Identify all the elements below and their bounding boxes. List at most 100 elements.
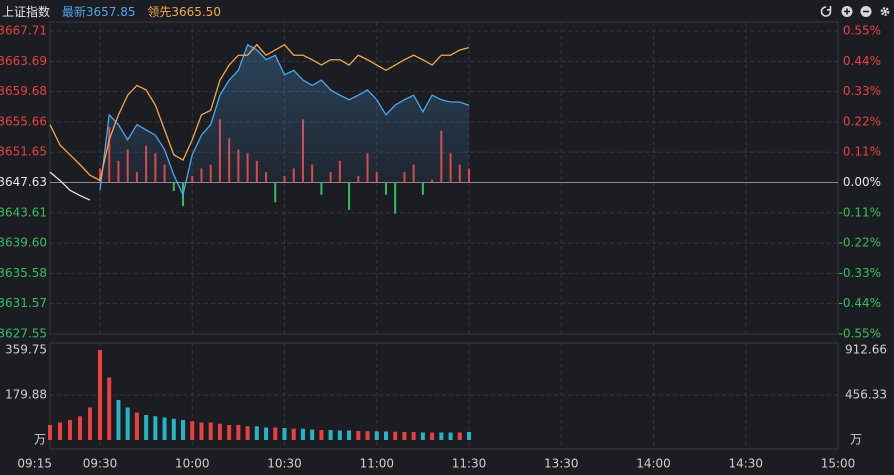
volume-bar bbox=[282, 427, 287, 440]
volume-bar bbox=[439, 432, 444, 440]
index-name: 上证指数 bbox=[2, 4, 50, 19]
volume-bar bbox=[356, 430, 361, 440]
volume-bar bbox=[457, 432, 462, 440]
volume-bar bbox=[162, 417, 167, 440]
volume-bar bbox=[337, 430, 342, 440]
volume-bar bbox=[181, 419, 186, 440]
x-tick-label: 09:15 bbox=[17, 457, 52, 471]
latest-value: 3657.85 bbox=[86, 5, 136, 19]
volume-bar bbox=[98, 350, 102, 440]
y-tick-label: 3643.61 bbox=[0, 205, 47, 219]
strength-bar bbox=[348, 182, 351, 210]
volume-bar bbox=[254, 426, 259, 440]
grid bbox=[50, 22, 838, 449]
volume-bar bbox=[171, 418, 176, 440]
y-tick-label: 3635.58 bbox=[0, 266, 47, 280]
x-tick-label: 10:30 bbox=[267, 457, 302, 471]
volume-bar bbox=[107, 377, 112, 440]
volume-y2-tick-label: 456.33 bbox=[845, 388, 887, 402]
volume-bar bbox=[328, 429, 333, 440]
volume-bar bbox=[402, 431, 407, 440]
y-tick-label: 3667.71 bbox=[0, 24, 47, 38]
volume-bar bbox=[467, 431, 471, 440]
zoom-in-icon[interactable] bbox=[841, 6, 853, 17]
y-tick-label: 3655.66 bbox=[0, 114, 47, 128]
volume-bar bbox=[58, 422, 62, 440]
x-tick-label: 13:30 bbox=[544, 457, 579, 471]
y-tick-label: 3651.65 bbox=[0, 145, 47, 159]
y2-tick-label: 0.22% bbox=[843, 114, 881, 128]
strength-bar bbox=[274, 182, 277, 203]
y2-tick-label: 0.55% bbox=[843, 24, 881, 38]
volume-bar bbox=[144, 414, 149, 440]
x-tick-label: 14:00 bbox=[636, 457, 671, 471]
toolbar bbox=[820, 6, 890, 17]
y-tick-label: 3639.60 bbox=[0, 236, 47, 250]
y2-tick-label: -0.55% bbox=[839, 327, 881, 341]
y2-tick-label: 0.00% bbox=[843, 175, 881, 189]
y2-tick-label: -0.11% bbox=[839, 205, 881, 219]
settings-icon[interactable] bbox=[880, 7, 890, 16]
volume-bar bbox=[273, 427, 278, 440]
volume-unit: 万 bbox=[34, 433, 46, 447]
zoom-out-icon[interactable] bbox=[860, 6, 872, 17]
x-tick-label: 11:30 bbox=[452, 457, 487, 471]
y-tick-label: 3647.63 bbox=[0, 175, 47, 189]
volume-bar bbox=[347, 430, 352, 440]
y2-tick-label: -0.33% bbox=[839, 266, 881, 280]
y-tick-label: 3627.55 bbox=[0, 327, 47, 341]
strength-bar bbox=[172, 182, 175, 192]
volume-bar bbox=[300, 428, 305, 440]
volume-y2-tick-label: 912.66 bbox=[845, 343, 887, 357]
volume-unit: 万 bbox=[850, 433, 862, 447]
strength-bar bbox=[320, 182, 323, 195]
line bbox=[49, 43, 470, 182]
y2-tick-label: 0.33% bbox=[843, 84, 881, 98]
strength-bar bbox=[421, 182, 424, 195]
volume-tick-label: 179.88 bbox=[5, 387, 47, 401]
strength-bar bbox=[99, 168, 101, 183]
y-tick-label: 3631.57 bbox=[0, 296, 47, 310]
y2-tick-label: -0.44% bbox=[839, 296, 881, 310]
y-tick-label: 3663.69 bbox=[0, 54, 47, 68]
y2-tick-label: 0.44% bbox=[843, 54, 881, 68]
volume-bar bbox=[448, 432, 453, 440]
refresh-icon[interactable] bbox=[820, 6, 832, 17]
volume-bar bbox=[116, 399, 121, 440]
header: 上证指数 最新3657.85 领先3665.50 bbox=[2, 4, 221, 19]
volume-bar bbox=[420, 432, 425, 440]
line bbox=[99, 43, 470, 197]
volume-bar bbox=[245, 426, 250, 440]
volume-bar bbox=[227, 424, 232, 440]
volume-bar bbox=[393, 431, 398, 440]
volume-bar bbox=[383, 431, 388, 440]
y2-tick-label: 0.11% bbox=[843, 145, 881, 159]
volume-bar bbox=[153, 416, 158, 440]
line bbox=[49, 171, 91, 201]
volume-bar bbox=[264, 427, 269, 440]
volume-bar bbox=[208, 422, 213, 440]
lead-value: 3665.50 bbox=[171, 5, 221, 19]
volume-bar bbox=[430, 432, 435, 440]
volume-bar bbox=[217, 423, 222, 440]
volume-bar bbox=[134, 412, 139, 440]
x-tick-label: 11:00 bbox=[359, 457, 394, 471]
volume-bar bbox=[310, 429, 315, 440]
strength-bar bbox=[394, 182, 397, 214]
volume-bar bbox=[236, 424, 241, 440]
volume-bar bbox=[365, 431, 370, 440]
lead-label: 领先 bbox=[147, 5, 171, 19]
volume-tick-label: 359.75 bbox=[5, 343, 47, 357]
volume-bar bbox=[125, 407, 130, 440]
volume-bar bbox=[68, 419, 72, 440]
x-tick-label: 15:00 bbox=[821, 457, 856, 471]
y2-tick-label: -0.22% bbox=[839, 236, 881, 250]
strength-bar bbox=[384, 182, 387, 195]
volume-bar bbox=[78, 416, 82, 440]
volume-bar bbox=[48, 424, 52, 440]
x-tick-label: 10:00 bbox=[175, 457, 210, 471]
x-tick-label: 14:30 bbox=[728, 457, 763, 471]
latest-label: 最新 bbox=[62, 4, 86, 19]
